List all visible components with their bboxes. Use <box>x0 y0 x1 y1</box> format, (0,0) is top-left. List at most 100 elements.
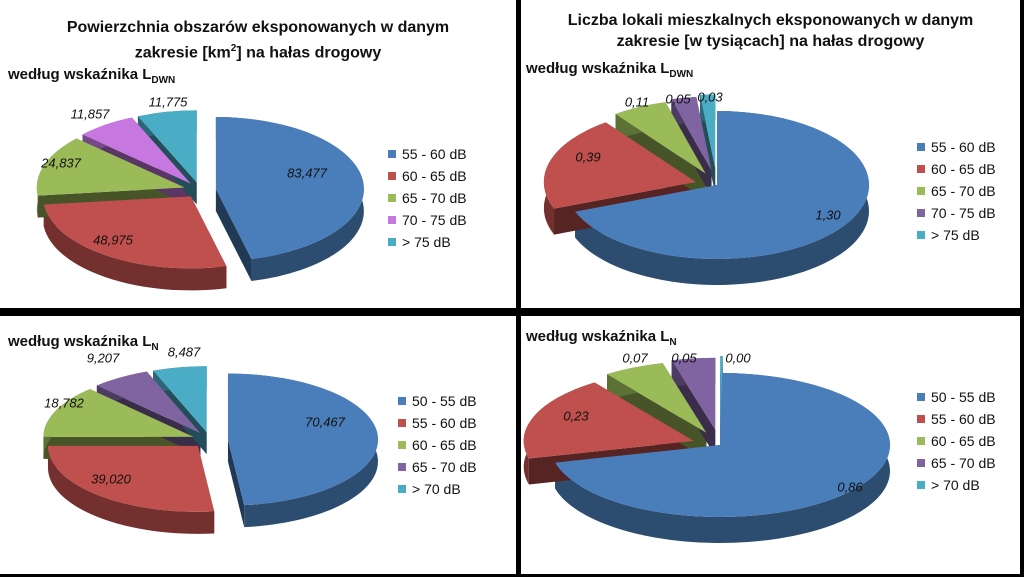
data-label-1-0: 1,30 <box>815 207 841 223</box>
left-title-line1: Powierzchnia obszarów eksponowanych w da… <box>66 19 450 36</box>
legend-item-3-0: 50 - 55 dB <box>917 386 996 408</box>
legend-swatch <box>917 393 925 401</box>
legend-item-3-3: 65 - 70 dB <box>917 452 996 474</box>
legend-label: 70 - 75 dB <box>402 212 467 228</box>
pie-slice-0-4 <box>137 110 197 183</box>
pie-slice-1-1 <box>543 122 696 209</box>
legend-3: 50 - 55 dB 55 - 60 dB 60 - 65 dB 65 - 70 dB… <box>917 386 996 496</box>
pie-slice-3-2 <box>607 363 707 433</box>
data-label-3-0: 0,86 <box>837 479 863 495</box>
legend-label: > 75 dB <box>402 234 451 250</box>
legend-label: 50 - 55 dB <box>412 393 477 409</box>
legend-item-1-1: 60 - 65 dB <box>917 158 996 180</box>
data-label-0-2: 24,837 <box>41 155 81 171</box>
legend-label: 65 - 70 dB <box>412 459 477 475</box>
legend-swatch <box>388 238 396 246</box>
subtitle-br: według wskaźnika LN <box>526 328 677 348</box>
legend-label: 55 - 60 dB <box>412 415 477 431</box>
legend-item-1-3: 70 - 75 dB <box>917 202 996 224</box>
legend-swatch <box>388 150 396 158</box>
pie-slice-0-0 <box>215 117 364 259</box>
legend-swatch <box>388 216 396 224</box>
pie-slice-2-2 <box>43 389 194 437</box>
legend-item-0-4: > 75 dB <box>388 231 467 253</box>
data-label-2-1: 39,020 <box>91 471 131 487</box>
legend-label: 60 - 65 dB <box>931 161 996 177</box>
data-label-3-2: 0,07 <box>622 350 648 366</box>
legend-label: 55 - 60 dB <box>402 146 467 162</box>
data-label-0-0: 83,477 <box>287 165 327 181</box>
legend-swatch <box>398 397 406 405</box>
legend-label: 60 - 65 dB <box>931 433 996 449</box>
right-title-line1: Liczba lokali mieszkalnych eksponowanych… <box>567 12 974 29</box>
data-label-2-2: 18,782 <box>44 395 84 411</box>
data-label-3-3: 0,05 <box>671 350 697 366</box>
pie-slice-3-4 <box>720 356 723 429</box>
legend-item-0-1: 60 - 65 dB <box>388 165 467 187</box>
legend-label: > 70 dB <box>412 481 461 497</box>
legend-item-3-1: 55 - 60 dB <box>917 408 996 430</box>
legend-swatch <box>917 231 925 239</box>
legend-item-1-4: > 75 dB <box>917 224 996 246</box>
legend-label: > 75 dB <box>931 227 980 243</box>
legend-2: 50 - 55 dB 55 - 60 dB 60 - 65 dB 65 - 70 dB… <box>398 390 477 500</box>
data-label-0-1: 48,975 <box>93 232 133 248</box>
data-label-1-1: 0,39 <box>575 149 601 165</box>
legend-item-2-4: > 70 dB <box>398 478 477 500</box>
data-label-3-1: 0,23 <box>563 408 589 424</box>
legend-swatch <box>917 459 925 467</box>
pie-slice-2-0 <box>227 373 378 506</box>
legend-1: 55 - 60 dB 60 - 65 dB 65 - 70 dB 70 - 75 dB… <box>917 136 996 246</box>
pie-slice-2-3 <box>96 371 201 434</box>
legend-swatch <box>398 441 406 449</box>
legend-swatch <box>917 165 925 173</box>
legend-swatch <box>398 463 406 471</box>
pie-slice-0-2 <box>36 138 185 196</box>
legend-item-2-2: 60 - 65 dB <box>398 434 477 456</box>
legend-item-0-2: 65 - 70 dB <box>388 187 467 209</box>
pie-slice-1-3 <box>671 97 712 171</box>
legend-label: 65 - 70 dB <box>402 190 467 206</box>
data-label-2-3: 9,207 <box>86 350 120 366</box>
legend-item-1-2: 65 - 70 dB <box>917 180 996 202</box>
pie-slice-1-2 <box>615 102 706 174</box>
legend-swatch <box>917 481 925 489</box>
legend-label: > 70 dB <box>931 477 980 493</box>
data-label-0-4: 11,775 <box>148 94 188 110</box>
data-label-1-4: 0,03 <box>697 89 723 105</box>
legend-swatch <box>388 172 396 180</box>
right-title-line2: zakresie [w tysiącach] na hałas drogowy <box>616 33 925 50</box>
data-label-2-4: 8,487 <box>167 344 201 360</box>
legend-item-2-1: 55 - 60 dB <box>398 412 477 434</box>
legend-swatch <box>388 194 396 202</box>
legend-label: 65 - 70 dB <box>931 183 996 199</box>
legend-label: 70 - 75 dB <box>931 205 996 221</box>
legend-swatch <box>917 187 925 195</box>
legend-swatch <box>917 209 925 217</box>
legend-item-0-3: 70 - 75 dB <box>388 209 467 231</box>
legend-swatch <box>917 143 925 151</box>
data-label-1-2: 0,11 <box>624 94 650 110</box>
legend-item-3-4: > 70 dB <box>917 474 996 496</box>
data-label-1-3: 0,05 <box>665 91 691 107</box>
legend-label: 50 - 55 dB <box>931 389 996 405</box>
pie-slice-1-0 <box>575 111 869 259</box>
pie-slice-3-3 <box>671 357 716 430</box>
legend-swatch <box>917 437 925 445</box>
pie-slice-2-1 <box>47 445 215 512</box>
pie-slice-0-3 <box>82 117 191 184</box>
legend-swatch <box>398 485 406 493</box>
legend-0: 55 - 60 dB 60 - 65 dB 65 - 70 dB 70 - 75 dB… <box>388 143 467 253</box>
legend-item-0-0: 55 - 60 dB <box>388 143 467 165</box>
legend-item-3-2: 60 - 65 dB <box>917 430 996 452</box>
left-chart-title: Powierzchnia obszarów eksponowanych w da… <box>0 17 516 63</box>
legend-item-2-3: 65 - 70 dB <box>398 456 477 478</box>
pie-slice-1-4 <box>700 94 716 169</box>
legend-item-2-0: 50 - 55 dB <box>398 390 477 412</box>
subtitle-tr: według wskaźnika LDWN <box>526 60 694 80</box>
legend-swatch <box>398 419 406 427</box>
legend-label: 60 - 65 dB <box>402 168 467 184</box>
